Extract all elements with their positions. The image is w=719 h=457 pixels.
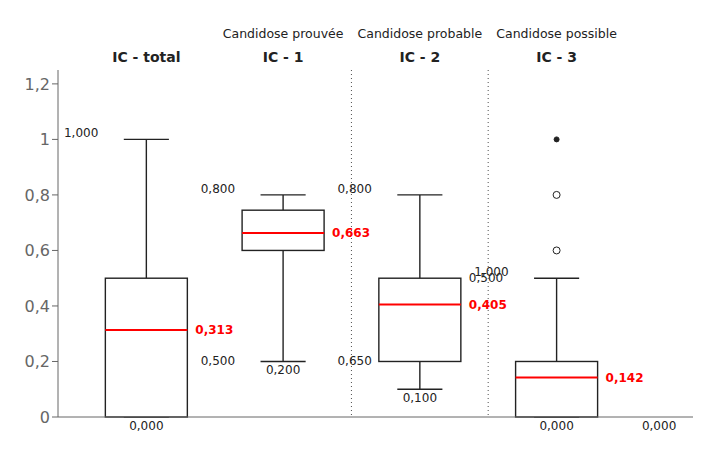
svg-text:1,2: 1,2 (25, 75, 50, 94)
svg-text:0,800: 0,800 (337, 182, 371, 196)
svg-text:IC - 2: IC - 2 (399, 49, 440, 65)
svg-text:IC - 3: IC - 3 (536, 49, 577, 65)
svg-text:0,200: 0,200 (266, 363, 300, 377)
svg-text:IC - 1: IC - 1 (263, 49, 304, 65)
svg-text:0,000: 0,000 (539, 419, 573, 433)
svg-text:0,313: 0,313 (195, 323, 233, 337)
svg-text:0,142: 0,142 (606, 371, 644, 385)
svg-text:0,100: 0,100 (403, 391, 437, 405)
svg-text:0,2: 0,2 (25, 352, 50, 371)
svg-text:0,650: 0,650 (337, 354, 371, 368)
svg-text:0,6: 0,6 (25, 241, 50, 260)
svg-text:0,8: 0,8 (25, 186, 50, 205)
svg-text:Candidose possible: Candidose possible (496, 26, 617, 41)
svg-text:IC - total: IC - total (112, 49, 180, 65)
svg-text:0,000: 0,000 (129, 419, 163, 433)
svg-text:1,000: 1,000 (474, 265, 508, 279)
svg-text:0,500: 0,500 (201, 354, 235, 368)
svg-text:0,800: 0,800 (201, 182, 235, 196)
svg-text:1: 1 (40, 130, 50, 149)
svg-text:0,405: 0,405 (469, 298, 507, 312)
svg-text:Candidose probable: Candidose probable (358, 26, 483, 41)
svg-text:1,000: 1,000 (64, 126, 98, 140)
svg-text:0,4: 0,4 (25, 297, 50, 316)
svg-text:0: 0 (40, 408, 50, 427)
svg-text:0,000: 0,000 (642, 419, 676, 433)
svg-text:0,663: 0,663 (332, 226, 370, 240)
svg-text:Candidose prouvée: Candidose prouvée (223, 26, 344, 41)
